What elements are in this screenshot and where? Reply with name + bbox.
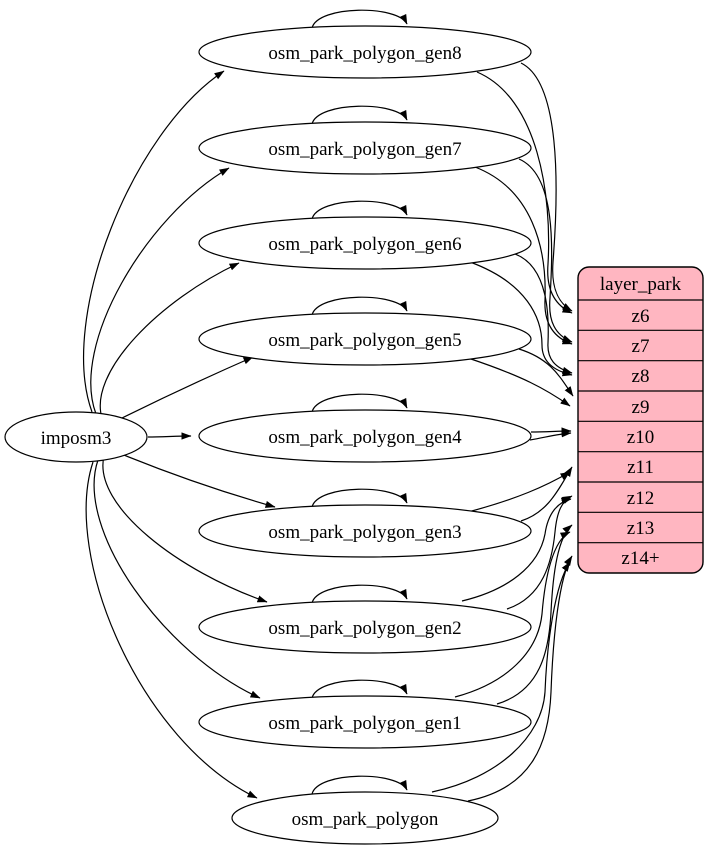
edge-osm_park_polygon-to-z14plus <box>431 561 571 793</box>
edge-osm_park_polygon_gen8-to-z6 <box>520 62 573 312</box>
layer-row-z9: z9 <box>632 397 650 418</box>
node-label-osm_park_polygon_gen7: osm_park_polygon_gen7 <box>268 139 461 160</box>
node-ellipse-osm_park_polygon_gen5 <box>198 312 532 366</box>
self-loop-osm_park_polygon_gen7 <box>311 105 408 125</box>
layer-row-z10: z10 <box>627 427 654 448</box>
node-label-osm_park_polygon_gen4: osm_park_polygon_gen4 <box>268 427 462 448</box>
edge-osm_park_polygon_gen3-to-z11 <box>467 471 571 513</box>
edge-osm_park_polygon_gen1-to-z13 <box>496 524 573 705</box>
node-label-osm_park_polygon_gen3: osm_park_polygon_gen3 <box>268 522 461 543</box>
edge-imposm3-to-osm_park_polygon_gen6 <box>99 262 240 419</box>
node-ellipse-osm_park_polygon_gen7 <box>198 121 532 175</box>
edge-osm_park_polygon_gen2-to-z12 <box>461 497 572 602</box>
edge-osm_park_polygon_gen4-to-z10 <box>529 430 572 441</box>
edge-osm_park_polygon_gen7-to-z7 <box>518 158 573 343</box>
edge-osm_park_polygon_gen5-to-z9 <box>467 357 571 407</box>
edge-osm_park_polygon_gen7-to-z7 <box>474 166 573 345</box>
edge-imposm3-to-osm_park_polygon_gen7 <box>90 167 230 415</box>
edge-osm_park_polygon_gen5-to-z9 <box>518 348 574 397</box>
edge-osm_park_polygon_gen6-to-z8 <box>469 261 573 377</box>
edges-to-layer <box>431 62 574 802</box>
edge-imposm3-to-osm_park_polygon_gen5 <box>111 356 254 424</box>
node-ellipse-osm_park_polygon_gen2 <box>198 600 532 654</box>
node-ellipse-osm_park_polygon_gen6 <box>198 216 532 270</box>
node-ellipse-osm_park_polygon_gen8 <box>198 25 532 79</box>
node-label-osm_park_polygon_gen8: osm_park_polygon_gen8 <box>268 43 461 64</box>
layer-park-title: layer_park <box>600 274 682 295</box>
self-loop-edges <box>311 9 408 795</box>
table-nodes: osm_park_polygon_gen8 osm_park_polygon_g… <box>198 25 532 845</box>
node-osm_park_polygon_gen1: osm_park_polygon_gen1 <box>198 695 532 749</box>
layer-row-z7: z7 <box>632 336 650 357</box>
self-loop-osm_park_polygon_gen8 <box>311 9 408 29</box>
node-osm_park_polygon_gen3: osm_park_polygon_gen3 <box>198 504 532 558</box>
edge-imposm3-to-osm_park_polygon_gen4 <box>147 432 192 440</box>
layer-row-z8: z8 <box>632 366 650 387</box>
layer-row-z13: z13 <box>627 518 654 539</box>
node-label-osm_park_polygon: osm_park_polygon <box>292 809 439 830</box>
edge-osm_park_polygon-to-z14plus <box>467 555 573 802</box>
node-label-imposm3: imposm3 <box>41 428 112 449</box>
layer-park-node: layer_park z6 z7 z8 z9 z10 z11 z12 z13 z… <box>577 266 704 574</box>
node-ellipse-imposm3 <box>4 411 148 463</box>
node-osm_park_polygon: osm_park_polygon <box>231 791 499 845</box>
node-ellipse-osm_park_polygon_gen1 <box>198 695 532 749</box>
node-osm_park_polygon_gen7: osm_park_polygon_gen7 <box>198 121 532 175</box>
node-osm_park_polygon_gen4: osm_park_polygon_gen4 <box>198 409 532 463</box>
edge-imposm3-to-osm_park_polygon_gen1 <box>93 459 261 699</box>
layer-row-z12: z12 <box>627 488 654 509</box>
layer-row-z14plus: z14+ <box>621 548 659 569</box>
layer-row-z6: z6 <box>632 306 650 327</box>
layer-row-z11: z11 <box>627 457 654 478</box>
self-loop-osm_park_polygon_gen2 <box>311 584 408 604</box>
node-imposm3: imposm3 <box>4 411 148 463</box>
self-loop-osm_park_polygon_gen5 <box>311 296 408 316</box>
node-ellipse-osm_park_polygon_gen4 <box>198 409 532 463</box>
node-osm_park_polygon_gen2: osm_park_polygon_gen2 <box>198 600 532 654</box>
node-label-osm_park_polygon_gen1: osm_park_polygon_gen1 <box>268 713 461 734</box>
edge-imposm3-to-osm_park_polygon <box>85 461 258 799</box>
node-ellipse-osm_park_polygon <box>231 791 499 845</box>
edge-imposm3-to-osm_park_polygon_gen3 <box>113 450 276 508</box>
node-osm_park_polygon_gen8: osm_park_polygon_gen8 <box>198 25 532 79</box>
self-loop-osm_park_polygon_gen4 <box>311 393 408 413</box>
self-loop-osm_park_polygon <box>311 775 408 795</box>
node-label-osm_park_polygon_gen6: osm_park_polygon_gen6 <box>268 234 461 255</box>
edge-osm_park_polygon_gen2-to-z12 <box>506 495 573 610</box>
self-loop-osm_park_polygon_gen6 <box>311 200 408 220</box>
edge-osm_park_polygon_gen4-to-z10 <box>530 427 572 435</box>
node-osm_park_polygon_gen5: osm_park_polygon_gen5 <box>198 312 532 366</box>
self-loop-osm_park_polygon_gen3 <box>311 488 408 508</box>
node-ellipse-osm_park_polygon_gen3 <box>198 504 532 558</box>
layer-park-box <box>577 266 704 574</box>
node-label-osm_park_polygon_gen2: osm_park_polygon_gen2 <box>268 618 461 639</box>
node-osm_park_polygon_gen6: osm_park_polygon_gen6 <box>198 216 532 270</box>
edge-imposm3-to-osm_park_polygon_gen8 <box>83 70 225 413</box>
node-label-osm_park_polygon_gen5: osm_park_polygon_gen5 <box>268 330 461 351</box>
edge-osm_park_polygon_gen8-to-z6 <box>476 71 573 314</box>
edges-from-source <box>83 70 276 799</box>
self-loop-osm_park_polygon_gen1 <box>311 679 408 699</box>
edge-osm_park_polygon_gen6-to-z8 <box>514 253 573 374</box>
edge-imposm3-to-osm_park_polygon_gen2 <box>102 455 268 603</box>
edge-osm_park_polygon_gen1-to-z13 <box>454 531 571 698</box>
